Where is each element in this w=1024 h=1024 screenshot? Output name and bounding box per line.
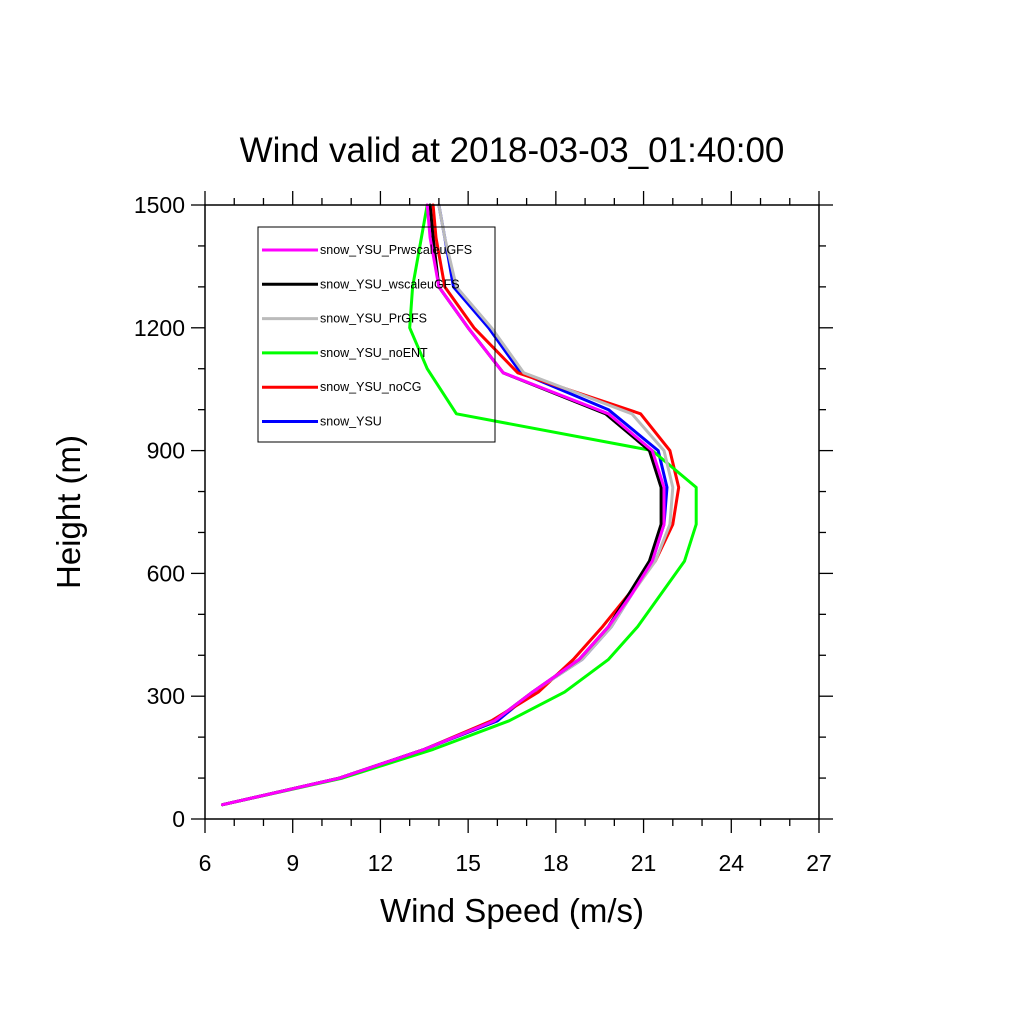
x-axis-label: Wind Speed (m/s) [380,892,644,929]
y-tick-label: 1200 [134,315,185,341]
y-tick-label: 1500 [134,192,185,218]
legend-label: snow_YSU_wscaleuGFS [320,277,460,291]
chart-title: Wind valid at 2018-03-03_01:40:00 [240,131,785,170]
x-tick-label: 27 [806,850,832,876]
x-tick-label: 9 [286,850,299,876]
x-tick-label: 24 [718,850,744,876]
y-tick-label: 900 [147,438,185,464]
x-tick-label: 12 [368,850,394,876]
legend-label: snow_YSU_noENT [320,346,428,360]
y-axis-label: Height (m) [50,435,87,589]
x-tick-label: 18 [543,850,569,876]
y-tick-label: 300 [147,683,185,709]
axes-layer: 6 9 12 15 18 21 24 27 0 300 600 900 1200 1500 [134,191,833,876]
y-tick-label: 0 [172,806,185,832]
legend-box [257,226,496,443]
legend-label: snow_YSU_noCG [320,380,421,394]
x-tick-label: 6 [199,850,212,876]
plot-frame [204,204,820,820]
legend-label: snow_YSU_PrGFS [320,312,427,326]
x-tick-label: 21 [631,850,657,876]
series-line-snow-ysu-noent [221,203,698,807]
legend: snow_YSU_PrwscaleuGFS snow_YSU_wscaleuGFS… [257,226,496,443]
x-tick-label: 15 [455,850,481,876]
y-tick-label: 600 [147,560,185,586]
series-layer [221,203,698,807]
legend-label: snow_YSU [320,415,382,429]
series-line-snow-ysu-prwscaleugfs [221,203,666,807]
legend-label: snow_YSU_PrwscaleuGFS [320,243,472,257]
